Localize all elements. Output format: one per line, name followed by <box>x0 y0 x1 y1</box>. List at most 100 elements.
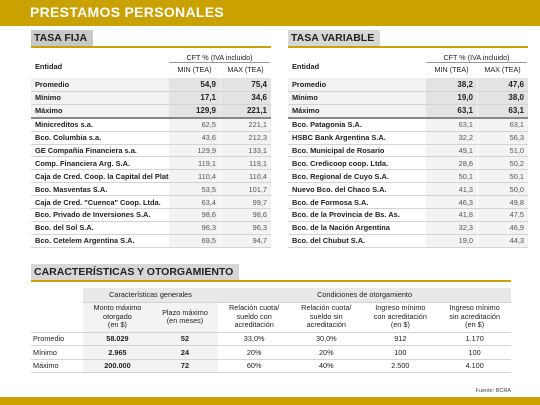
summary-row: Máximo 129,9 221,1 <box>31 105 271 119</box>
min-value: 129,9 <box>169 105 220 117</box>
group-caracteristicas: Características generales <box>83 288 219 303</box>
table-row: Caja de Cred. "Cuenca" Coop. Ltda. 63,4 99… <box>31 196 271 210</box>
max-value: 99,7 <box>221 196 271 209</box>
entity-name: Bco. Municipal de Rosario <box>292 146 385 155</box>
sub-header-row: Monto máximo otorgado (en $) Plazo máximo (e… <box>31 302 511 333</box>
max-value: 56,3 <box>478 131 528 144</box>
entity-name: Bco. del Sol S.A. <box>35 223 94 233</box>
max-value: 51,0 <box>478 144 528 157</box>
max-value: 94,7 <box>221 234 271 247</box>
max-value: 47,5 <box>478 209 528 221</box>
min-value: 63,1 <box>426 105 477 117</box>
entity-name: Promedio <box>35 79 70 89</box>
caracteristicas-table: Características generales Condiciones de… <box>31 288 511 373</box>
header-line: sin acreditación <box>449 311 500 321</box>
column-header: Entidad CFT % (IVA incluido) MIN (TEA) M… <box>288 50 528 78</box>
table-row: Bco. Privado de Inversiones S.A. 98,6 98,6 <box>31 209 271 222</box>
table-row: Comp. Financiera Arg. S.A. 119,1 119,1 <box>31 157 271 171</box>
max-value: 75,4 <box>221 78 271 91</box>
cell-value: 72 <box>151 359 219 373</box>
tasa-variable-panel: TASA VARIABLE Entidad CFT % (IVA incluid… <box>288 30 528 264</box>
min-value: 17,1 <box>169 91 220 105</box>
cft-label: CFT % (IVA incluido) <box>426 53 527 63</box>
entity-name: Caja de Cred. "Cuenca" Coop. Ltda. <box>35 197 161 207</box>
header-line: con acreditación <box>373 311 427 321</box>
summary-row: Máximo 63,1 63,1 <box>288 105 528 119</box>
fuente-label: Fuente: BCRA <box>475 388 511 394</box>
max-value: 46,9 <box>478 221 528 234</box>
max-value: 221,1 <box>221 105 271 117</box>
entity-name: Bco. Patagonia S.A. <box>292 120 362 130</box>
min-value: 28,6 <box>426 157 477 170</box>
header-line: sueldo con <box>236 311 272 321</box>
header-line: Ingreso mínimo <box>375 303 426 313</box>
cell-value: 40% <box>290 359 363 373</box>
banner-title: PRESTAMOS PERSONALES <box>30 4 224 20</box>
header-line: acreditación <box>234 320 274 330</box>
tasa-fija-title: TASA FIJA <box>31 30 94 46</box>
group-header-row: Características generales Condiciones de… <box>31 288 511 303</box>
cell-value: 20% <box>290 345 363 360</box>
entity-name: Mínimo <box>35 93 61 103</box>
entity-name: Promedio <box>292 79 327 89</box>
min-value: 69,5 <box>169 234 220 247</box>
min-value: 50,1 <box>426 170 477 183</box>
max-value: 44,3 <box>478 234 528 247</box>
entity-name: Comp. Financiera Arg. S.A. <box>35 158 130 168</box>
cell-value: 2.965 <box>83 345 152 360</box>
min-value: 32,3 <box>426 221 477 234</box>
summary-row: Promedio 38,2 47,6 <box>288 78 528 92</box>
table-row: Bco. Masventas S.A. 53,5 101,7 <box>31 183 271 197</box>
max-value: 110,4 <box>221 170 271 183</box>
min-value: 98,6 <box>169 209 220 221</box>
cell-value: 912 <box>362 332 439 346</box>
max-value: 98,6 <box>221 209 271 221</box>
min-value: 119,1 <box>169 157 220 170</box>
entity-name: Bco. Credicoop coop. Ltda. <box>292 158 389 168</box>
column-header-3: Relación cuota/sueldo sin acreditación <box>290 302 363 333</box>
min-value: 129,9 <box>169 144 220 157</box>
cell-value: 100 <box>438 345 511 360</box>
min-value: 53,5 <box>169 183 220 196</box>
max-value: 133,1 <box>221 144 271 157</box>
cft-label: CFT % (IVA incluido) <box>169 53 270 63</box>
header-line: (en $) <box>107 320 127 330</box>
cell-value: 200.000 <box>83 359 152 373</box>
entity-name: Bco. de Formosa S.A. <box>292 197 369 207</box>
caracteristicas-section: CARACTERÍSTICAS Y OTORGAMIENTO <box>31 264 511 282</box>
table-row: Bco. de la Provincia de Bs. As. 41,8 47,5 <box>288 209 528 222</box>
row-label: Máximo <box>31 359 83 373</box>
entity-name: Máximo <box>292 106 320 116</box>
min-value: 41,8 <box>426 209 477 221</box>
min-value: 110,4 <box>169 170 220 183</box>
max-value: 63,1 <box>478 118 528 131</box>
min-value: 63,1 <box>426 118 477 131</box>
header-line: Relación cuota/ <box>229 303 280 313</box>
table-row: Caja de Cred. Coop. la Capital del Plata… <box>31 170 271 184</box>
cell-value: 24 <box>151 345 219 360</box>
cell-value: 60% <box>218 359 291 373</box>
min-value: 43,6 <box>169 131 220 144</box>
min-label: MIN (TEA) <box>434 65 469 74</box>
row-label: Promedio <box>31 332 83 346</box>
max-label: MAX (TEA) <box>484 65 521 74</box>
min-value: 38,2 <box>426 78 477 91</box>
caracteristicas-header: CARACTERÍSTICAS Y OTORGAMIENTO <box>31 264 511 282</box>
max-value: 63,1 <box>478 105 528 117</box>
column-header-4: Ingreso mínimo con acreditación (en $) <box>362 302 439 333</box>
cell-value: 52 <box>151 332 219 346</box>
column-header-5: Ingreso mínimo sin acreditación (en $) <box>438 302 511 333</box>
table-row: Bco. del Chubut S.A. 19,0 44,3 <box>288 234 528 248</box>
entity-name: Mínimo <box>292 93 318 103</box>
entity-name: Bco. del Chubut S.A. <box>292 236 366 246</box>
column-header-0: Monto máximo otorgado (en $) <box>83 302 152 333</box>
header-line: Plazo máximo <box>162 307 208 317</box>
min-value: 49,1 <box>426 144 477 157</box>
max-value: 96,3 <box>221 221 271 234</box>
row-label: Mínimo <box>31 345 83 360</box>
entity-name: Bco. de la Nación Argentina <box>292 223 390 233</box>
entity-name: Bco. Regional de Cuyo S.A. <box>292 171 389 181</box>
cell-value: 100 <box>362 345 439 360</box>
header-line: Ingreso mínimo <box>449 303 500 313</box>
table-row: Bco. del Sol S.A. 96,3 96,3 <box>31 221 271 235</box>
